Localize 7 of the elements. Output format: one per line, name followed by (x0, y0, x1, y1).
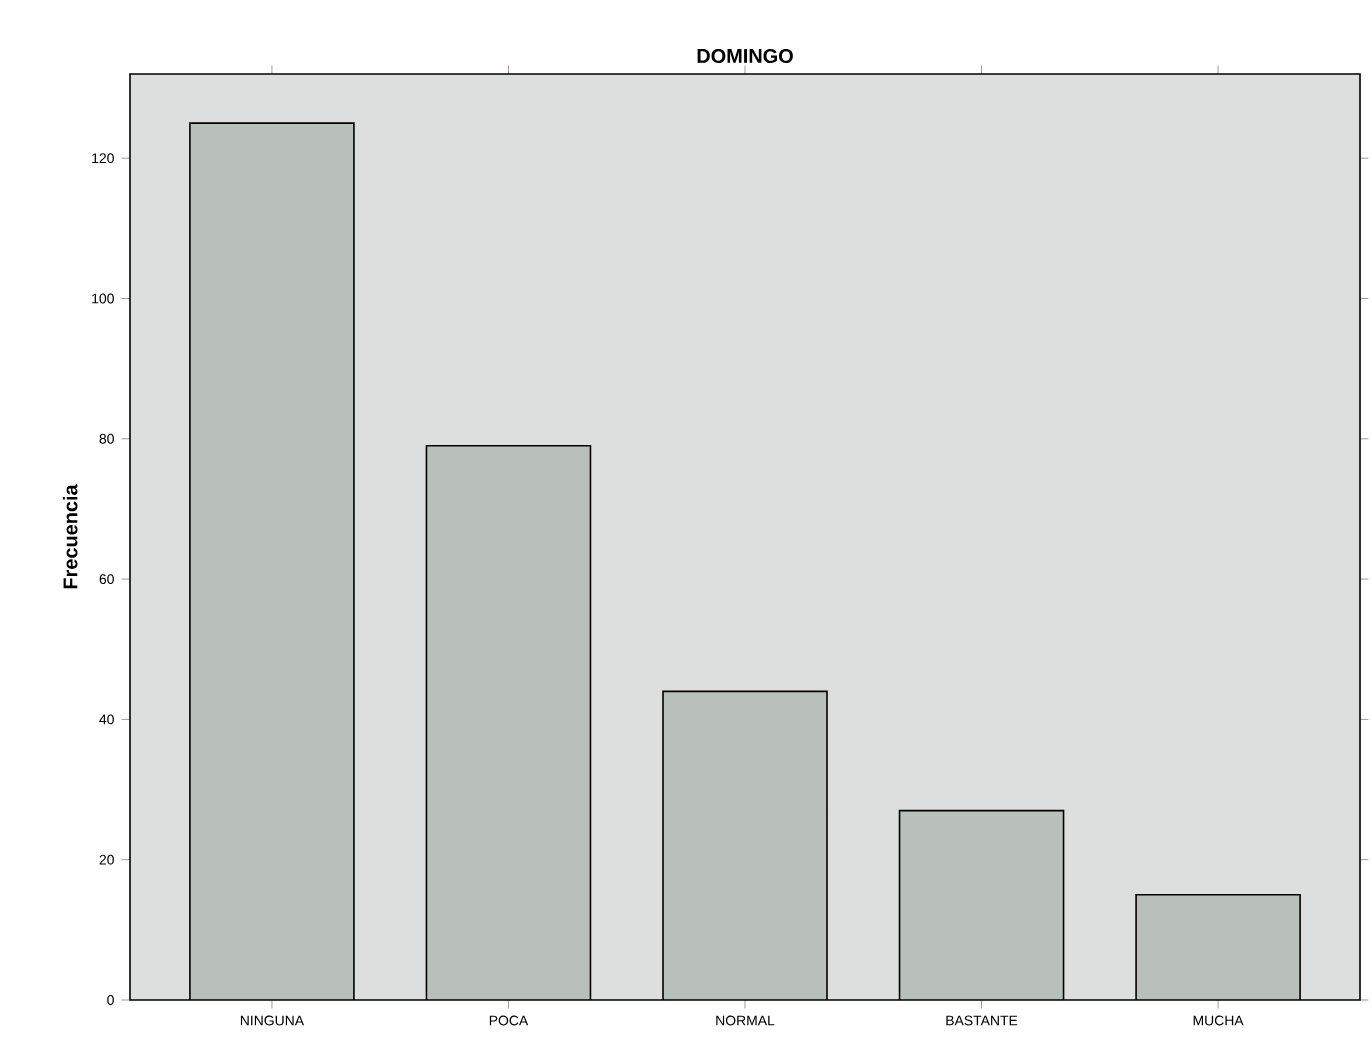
bar (1135, 893, 1301, 1000)
bar (425, 445, 592, 1000)
bar (898, 809, 1065, 1000)
bar (189, 122, 355, 1000)
bar (663, 691, 828, 1000)
y-axis-title: Frecuencia (62, 484, 78, 589)
chart-title: DOMINGO (697, 48, 793, 63)
